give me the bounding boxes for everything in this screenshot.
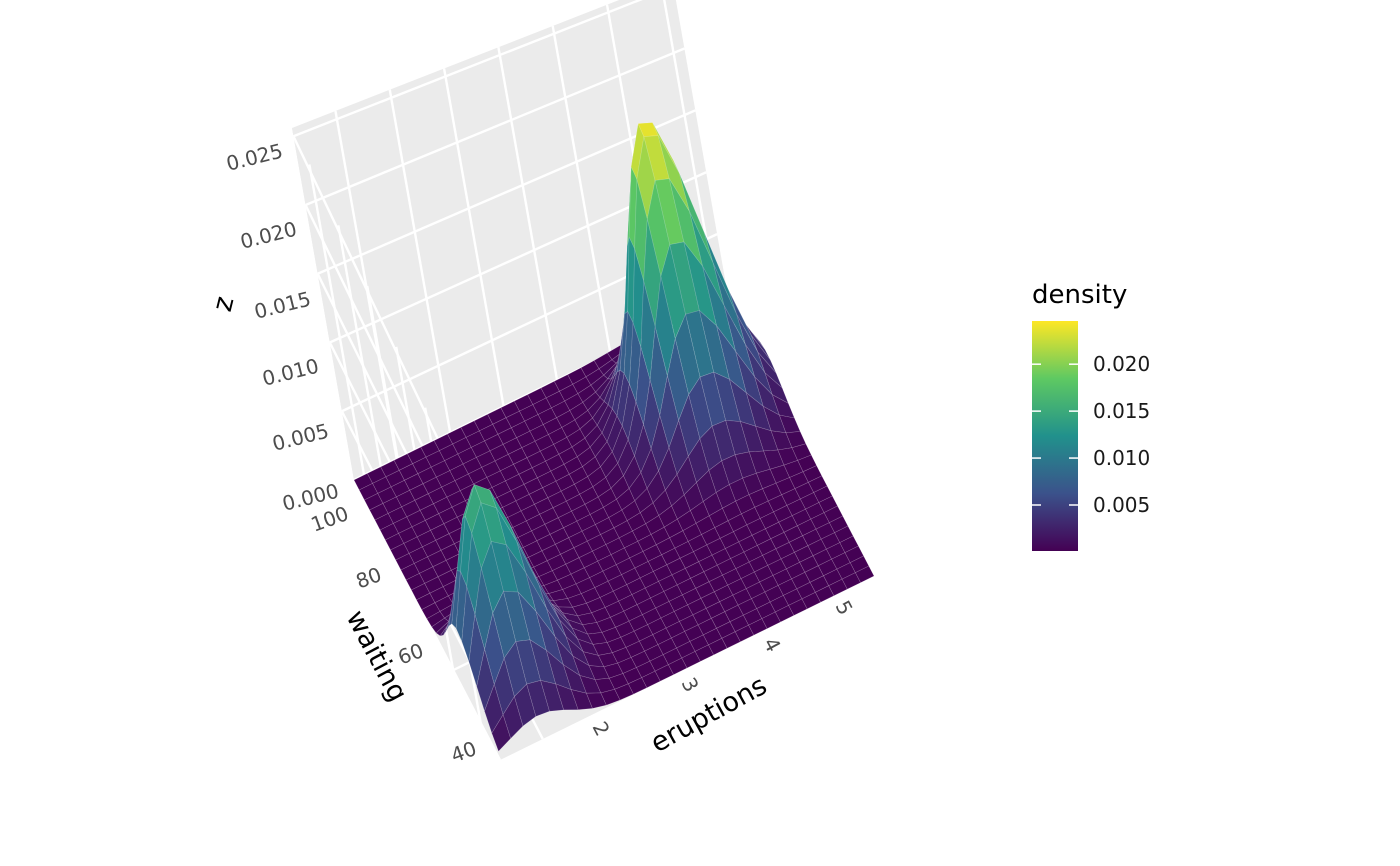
grid-line [305, 47, 685, 207]
legend-label: 0.015 [1093, 399, 1150, 423]
z-tick-label: 0.025 [224, 139, 285, 176]
legend-label: 0.005 [1093, 493, 1150, 517]
z-tick-label: 0.010 [260, 354, 321, 391]
eruptions-axis-title: eruptions [645, 670, 772, 759]
surface-facet [813, 485, 833, 503]
z-tick-label: 0.020 [238, 217, 299, 254]
legend-label: 0.010 [1093, 446, 1150, 470]
waiting-tick-label: 80 [353, 562, 385, 593]
surface-facet [778, 414, 801, 434]
legend-labels: 0.005 0.010 0.015 0.020 [1093, 352, 1150, 517]
legend-title: density [1032, 280, 1127, 310]
density-surface [353, 121, 875, 752]
surface-facet [807, 475, 828, 493]
z-axis-title: z [207, 293, 241, 314]
z-tick-label: 0.015 [252, 287, 313, 324]
grid-line [388, 89, 452, 433]
grid-line [293, 0, 643, 138]
grid-line [442, 68, 505, 407]
waiting-tick-label: 40 [448, 736, 480, 767]
eruptions-tick-label: 4 [759, 633, 786, 656]
eruptions-tick-label: 2 [588, 717, 615, 740]
surface-facet [764, 371, 789, 404]
grid-line [308, 164, 372, 512]
grid-line [497, 47, 559, 381]
legend-colorbar [1032, 321, 1078, 551]
surface-facet [818, 495, 838, 513]
legend-ticks [1032, 363, 1078, 506]
surface-facet [854, 565, 875, 583]
z-tick-label: 0.005 [270, 419, 331, 456]
surface-facet [745, 324, 771, 361]
surface-facet [802, 465, 823, 483]
surface-facet [797, 454, 818, 473]
legend: density 0.005 0.010 0.015 0.020 [1032, 280, 1150, 551]
eruptions-tick-label: 3 [677, 673, 704, 696]
grid-line [317, 109, 696, 275]
surface-facet [771, 394, 795, 419]
eruptions-tick-label: 5 [831, 596, 858, 619]
grid-line [334, 110, 398, 460]
grid-line [551, 25, 612, 355]
grid-line [352, 479, 502, 761]
surface-facet [791, 443, 812, 461]
legend-label: 0.020 [1093, 352, 1150, 376]
